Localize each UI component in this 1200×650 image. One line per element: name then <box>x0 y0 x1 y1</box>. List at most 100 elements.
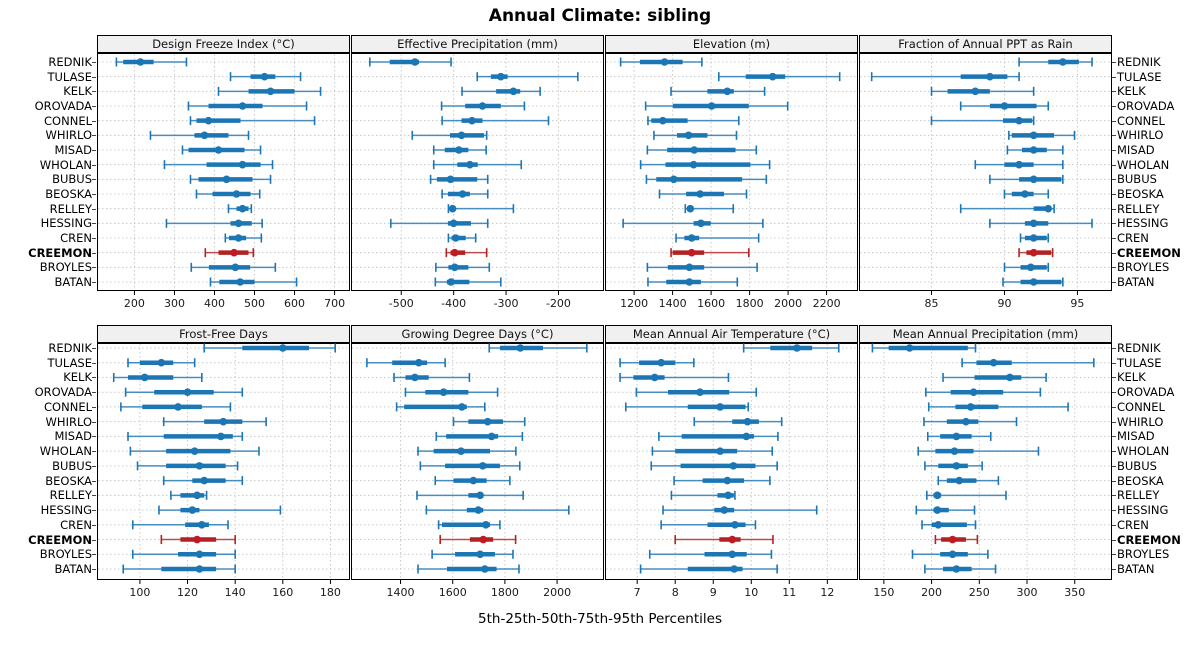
row-axis-tick <box>92 223 96 225</box>
row-axis-tick <box>92 465 96 467</box>
row-axis-tick <box>1112 238 1116 239</box>
row-axis-tick <box>92 554 96 556</box>
percentile-row <box>127 358 196 368</box>
x-tick-label: -200 <box>546 297 571 310</box>
row-axis-tick <box>92 179 96 181</box>
station-label: CONNEL <box>1117 113 1165 128</box>
percentile-row <box>930 116 1035 126</box>
percentile-row <box>217 86 322 96</box>
row-axis-tick <box>1112 377 1116 379</box>
row-axis-tick <box>92 238 96 239</box>
row-axis-tick <box>1112 480 1116 482</box>
percentile-row <box>934 535 979 545</box>
row-axis-tick <box>92 392 96 394</box>
row-axis-tick <box>1112 91 1116 93</box>
station-label: HESSING <box>1117 216 1169 231</box>
percentile-row <box>635 387 758 397</box>
percentile-row <box>961 358 1095 368</box>
panel-plot-area: 85 90 95 <box>859 53 1112 310</box>
percentile-row <box>915 505 976 515</box>
station-label: CREN <box>60 231 92 245</box>
percentile-row <box>742 343 840 353</box>
row-axis-tick <box>92 377 96 379</box>
percentile-row <box>170 490 208 500</box>
percentile-row <box>670 86 766 96</box>
station-label: REDNIK <box>48 341 92 355</box>
percentile-row <box>646 145 758 155</box>
x-tick-label: 600 <box>284 297 305 310</box>
panel-strip-title: Effective Precipitation (mm) <box>397 37 558 51</box>
x-tick-label: 1400 <box>659 297 687 310</box>
row-axis-tick <box>1112 150 1116 151</box>
station-label: KELK <box>1117 370 1146 385</box>
percentile-row <box>644 101 789 111</box>
row-axis-tick <box>92 135 96 137</box>
row-axis-tick <box>1112 252 1116 254</box>
row-axis-tick <box>92 495 96 497</box>
row-axis-tick <box>92 436 96 438</box>
panel-strip-title: Growing Degree Days (°C) <box>401 327 554 341</box>
station-label: WHOLAN <box>39 157 92 172</box>
station-label: REDNIK <box>1117 341 1161 355</box>
percentile-row <box>189 116 316 126</box>
percentile-row <box>112 372 203 382</box>
percentile-row <box>670 248 750 258</box>
percentile-row <box>673 476 771 486</box>
percentile-row <box>441 189 489 199</box>
panel-strip: Mean Annual Air Temperature (°C) <box>605 325 858 343</box>
station-label: TULASE <box>1117 69 1162 84</box>
x-tick-label: 1200 <box>620 297 648 310</box>
station-label: KELK <box>63 84 92 99</box>
percentile-row <box>648 549 773 559</box>
station-label: HESSING <box>1117 503 1169 518</box>
row-axis-tick <box>92 150 96 151</box>
station-label: OROVADA <box>34 99 92 113</box>
percentile-row <box>447 204 515 214</box>
percentile-row <box>476 72 579 82</box>
row-axis-tick <box>92 208 96 210</box>
percentile-row <box>989 174 1064 184</box>
percentile-row <box>224 233 263 243</box>
station-label: TULASE <box>47 69 92 84</box>
percentile-row <box>660 520 757 530</box>
percentile-row <box>227 204 253 214</box>
percentile-row <box>229 72 302 82</box>
percentile-row <box>181 145 262 155</box>
row-axis-tick <box>1112 179 1116 181</box>
percentile-row <box>684 204 735 214</box>
row-axis-tick <box>1112 465 1116 467</box>
percentile-row <box>619 57 703 67</box>
percentile-row <box>959 204 1055 214</box>
station-label: CREEMON <box>1117 532 1181 547</box>
x-tick-label: 1800 <box>736 297 764 310</box>
percentile-row <box>163 160 274 170</box>
percentile-row <box>122 564 236 574</box>
row-axis-tick <box>92 106 96 107</box>
station-label: BEOSKA <box>45 187 92 201</box>
percentile-row <box>624 402 750 412</box>
percentile-row <box>639 160 771 170</box>
percentile-row <box>435 262 491 272</box>
percentile-row <box>488 343 588 353</box>
percentile-row <box>926 490 1007 500</box>
percentile-row <box>926 431 992 441</box>
percentile-row <box>670 490 736 500</box>
panel-strip-title: Mean Annual Air Temperature (°C) <box>632 327 831 341</box>
percentile-row <box>417 564 520 574</box>
station-label: CREN <box>1117 231 1149 245</box>
percentile-row <box>921 520 977 530</box>
station-label: WHIRLO <box>1117 128 1164 143</box>
x-tick-label: 300 <box>1017 586 1038 599</box>
percentile-row <box>1019 233 1050 243</box>
panel-plot-area: 100 120 140 160 180 <box>97 343 350 599</box>
x-tick-label: 250 <box>969 586 990 599</box>
panel-strip: Mean Annual Precipitation (mm) <box>859 325 1112 343</box>
station-label: BATAN <box>54 275 92 289</box>
percentile-row <box>653 130 738 140</box>
row-axis-tick <box>1112 436 1116 438</box>
row-axis-tick <box>92 480 96 482</box>
station-label: CREEMON <box>1117 245 1181 260</box>
station-label: OROVADA <box>34 385 92 400</box>
row-axis-tick <box>1112 539 1116 541</box>
x-tick-label: -300 <box>494 297 519 310</box>
